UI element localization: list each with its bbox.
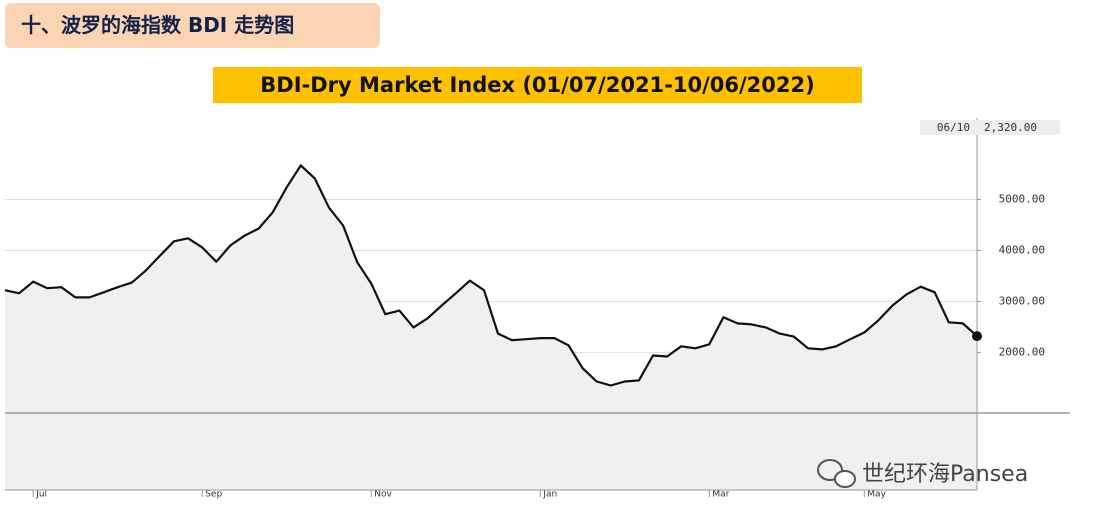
x-tick-label: Jul [35, 490, 47, 500]
line [4, 164, 978, 387]
chart-title: BDI-Dry Market Index (01/07/2021-10/06/2… [213, 67, 862, 103]
x-tick-label: May [867, 490, 886, 500]
section-header: 十、波罗的海指数 BDI 走势图 [5, 3, 380, 48]
y-tick-label: 2000.00 [999, 345, 1045, 358]
end-marker [972, 331, 982, 342]
y-tick-label: 3000.00 [999, 294, 1045, 307]
x-tick-label: Nov [374, 490, 392, 500]
watermark: 世纪环海Pansea [862, 462, 1028, 487]
y-tick-label: 5000.00 [999, 193, 1045, 206]
x-tick-label: Sep [205, 490, 222, 500]
end-label-box [920, 120, 1060, 135]
y-tick-label: 4000.00 [999, 243, 1045, 256]
x-tick-label: Jan [542, 490, 557, 500]
area-fill [5, 165, 977, 490]
end-date-label: 06/10 [937, 121, 970, 134]
wechat-icon [817, 459, 856, 488]
end-value-label: 2,320.00 [984, 121, 1037, 134]
x-tick-label: Mar [712, 490, 729, 500]
